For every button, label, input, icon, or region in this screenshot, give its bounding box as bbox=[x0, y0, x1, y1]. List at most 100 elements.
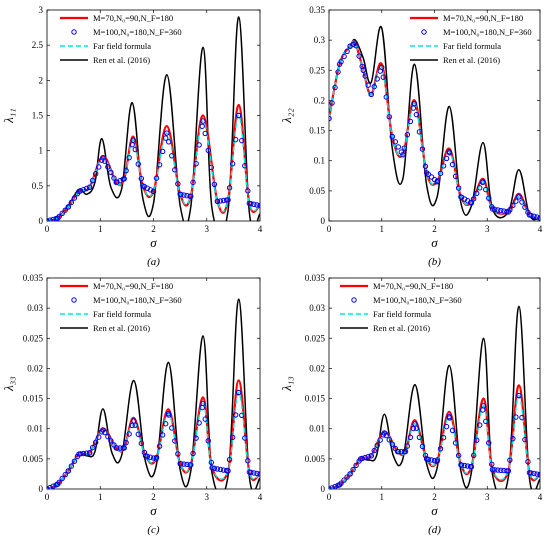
data-marker bbox=[147, 454, 154, 460]
x-tick-label: 1 bbox=[98, 224, 103, 234]
data-marker bbox=[513, 414, 519, 420]
x-tick-label: 3 bbox=[485, 492, 490, 502]
x-tick-label: 0 bbox=[45, 224, 50, 234]
data-marker bbox=[419, 146, 426, 152]
data-marker bbox=[254, 202, 260, 208]
data-point bbox=[480, 403, 487, 409]
data-marker bbox=[477, 422, 483, 428]
data-marker bbox=[232, 136, 239, 143]
data-marker bbox=[205, 438, 211, 444]
x-tick-label: 2 bbox=[151, 492, 156, 502]
data-point bbox=[236, 112, 242, 119]
data-marker bbox=[486, 440, 492, 446]
data-point bbox=[130, 137, 136, 143]
data-marker bbox=[513, 198, 519, 204]
data-marker bbox=[196, 142, 202, 148]
data-marker bbox=[159, 148, 166, 155]
data-point bbox=[336, 482, 343, 488]
data-marker bbox=[455, 185, 462, 191]
data-marker bbox=[395, 144, 402, 150]
data-marker bbox=[71, 458, 78, 464]
data-point bbox=[225, 197, 231, 203]
data-marker bbox=[153, 175, 160, 181]
data-point bbox=[516, 392, 522, 399]
data-marker bbox=[534, 471, 540, 477]
x-tick-label: 2 bbox=[432, 224, 437, 234]
data-marker bbox=[422, 163, 429, 170]
data-marker bbox=[105, 433, 111, 440]
data-point bbox=[423, 456, 430, 462]
y-tick-label: 0.3 bbox=[314, 35, 326, 45]
data-marker bbox=[489, 461, 495, 468]
data-point bbox=[434, 458, 440, 464]
data-marker bbox=[245, 458, 251, 464]
y-tick-label: 1.5 bbox=[32, 111, 44, 121]
data-marker bbox=[431, 457, 438, 464]
chart-panel-4: 0 1 2 3 4 0 0.005 0.01 0.015 0.02 0.025 0.03 0.035 σ λ… bbox=[279, 273, 543, 536]
data-marker bbox=[350, 466, 356, 473]
x-tick-label: 0 bbox=[45, 492, 50, 502]
data-marker bbox=[175, 451, 181, 457]
x-tick-label: 4 bbox=[258, 224, 263, 234]
data-marker bbox=[150, 455, 157, 461]
x-axis-label: σ bbox=[150, 235, 157, 250]
data-point bbox=[526, 470, 533, 476]
data-marker bbox=[254, 470, 260, 477]
data-marker bbox=[175, 181, 181, 187]
data-point bbox=[246, 200, 253, 207]
data-marker bbox=[416, 129, 423, 135]
legend: M=70,N₀=90,N_F=180 M=100,N₀=180,N_F=360 Fa… bbox=[410, 13, 532, 65]
data-marker bbox=[413, 111, 420, 118]
legend-label: Ren et al. (2016) bbox=[373, 323, 430, 333]
data-marker bbox=[68, 199, 75, 206]
data-marker bbox=[410, 425, 417, 432]
data-marker bbox=[83, 185, 90, 192]
y-tick-label: 0.025 bbox=[23, 333, 44, 343]
data-point bbox=[121, 176, 127, 182]
data-point bbox=[209, 465, 215, 471]
y-axis-label: λ₁₃ bbox=[279, 376, 294, 392]
data-marker bbox=[92, 439, 99, 446]
data-marker bbox=[123, 439, 129, 446]
y-tick-label: 0.03 bbox=[27, 303, 43, 313]
data-marker bbox=[159, 432, 166, 438]
x-tick-label: 4 bbox=[258, 492, 263, 502]
series-group bbox=[329, 25, 540, 221]
data-marker bbox=[380, 74, 386, 80]
data-marker bbox=[332, 483, 338, 489]
data-point bbox=[214, 198, 221, 205]
data-point bbox=[412, 421, 418, 427]
data-point bbox=[329, 115, 332, 122]
y-tick-label: 0.01 bbox=[27, 424, 43, 434]
y-axis-label: λ₃₃ bbox=[1, 376, 16, 392]
data-marker bbox=[510, 202, 516, 209]
data-marker bbox=[108, 169, 114, 176]
data-marker bbox=[470, 452, 477, 459]
data-marker bbox=[522, 436, 528, 443]
data-point bbox=[177, 191, 183, 197]
data-marker bbox=[407, 118, 414, 125]
plot-area-frame bbox=[328, 9, 541, 222]
data-marker bbox=[205, 147, 211, 154]
x-tick-label: 3 bbox=[205, 224, 210, 234]
data-point bbox=[423, 170, 430, 176]
y-tick-label: 2.5 bbox=[32, 40, 44, 50]
panel-label: (a) bbox=[147, 256, 160, 268]
data-marker bbox=[105, 164, 111, 170]
y-tick-label: 0.02 bbox=[309, 363, 325, 373]
y-tick-label: 0.01 bbox=[309, 424, 325, 434]
data-marker bbox=[138, 175, 145, 182]
data-marker bbox=[126, 431, 132, 437]
x-tick-label: 4 bbox=[538, 492, 543, 502]
data-point bbox=[76, 451, 82, 457]
legend-label: M=70,N₀=90,N_F=180 bbox=[93, 13, 173, 23]
data-marker bbox=[239, 137, 245, 144]
data-marker bbox=[329, 485, 335, 489]
series-line-far-field-formula bbox=[329, 394, 540, 489]
data-marker bbox=[211, 181, 218, 188]
data-marker bbox=[156, 162, 163, 168]
data-marker bbox=[99, 157, 105, 163]
legend-label: M=70,N₀=90,N_F=180 bbox=[443, 13, 523, 23]
y-tick-label: 0.025 bbox=[305, 333, 326, 343]
